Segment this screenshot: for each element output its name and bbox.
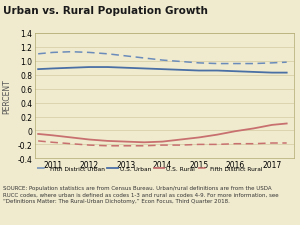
Text: SOURCE: Population statistics are from Census Bureau. Urban/rural definitions ar: SOURCE: Population statistics are from C… [3,186,279,203]
Text: Urban vs. Rural Population Growth: Urban vs. Rural Population Growth [3,6,208,16]
Legend: Fifth District Urban, U.S. Urban, U.S. Rural, Fifth District Rural: Fifth District Urban, U.S. Urban, U.S. R… [35,164,265,174]
Y-axis label: PERCENT: PERCENT [2,79,11,113]
